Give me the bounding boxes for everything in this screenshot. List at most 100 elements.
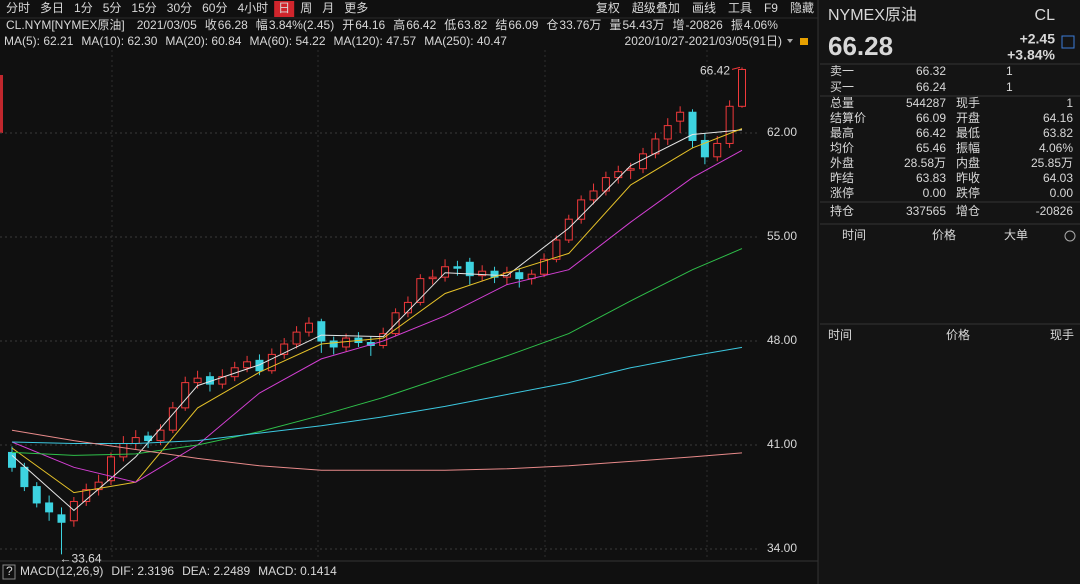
- ma-line: [11, 346, 743, 444]
- y-tick-label: 41.00: [767, 437, 797, 451]
- ma-line: [11, 429, 743, 471]
- field-value: 66.28: [218, 18, 248, 32]
- stat-label: 振幅: [956, 140, 980, 155]
- candle-body: [428, 276, 437, 280]
- field-value: -20826: [685, 18, 723, 32]
- candle-body: [626, 168, 635, 171]
- field-label: 幅: [256, 17, 268, 32]
- stat-label: 最低: [956, 126, 980, 140]
- period-tab[interactable]: 分时: [6, 1, 30, 15]
- instrument-name: NYMEX原油: [828, 6, 917, 24]
- ma-legend: MA(250): 40.47: [424, 34, 507, 48]
- candle-body: [540, 258, 549, 275]
- macd-title: MACD(12,26,9): [20, 564, 103, 578]
- candle-body: [577, 199, 586, 220]
- candle-body: [304, 322, 313, 333]
- stat-value: 544287: [906, 96, 946, 110]
- tool-button[interactable]: F9: [764, 1, 778, 15]
- tool-button[interactable]: 复权: [596, 1, 620, 15]
- help-mark: ?: [6, 564, 13, 578]
- marker: [0, 75, 3, 133]
- candle-body: [218, 376, 227, 385]
- dropdown[interactable]: [787, 39, 793, 43]
- stat-label: 结算价: [830, 110, 866, 125]
- tool-button[interactable]: 画线: [692, 1, 716, 15]
- big-order-header: 价格: [932, 227, 956, 242]
- date-range: 2020/10/27-2021/03/05(91日): [625, 34, 782, 48]
- stat-label: 开盘: [956, 110, 980, 125]
- stat-label: 均价: [830, 141, 854, 155]
- tick-header: 现手: [1050, 328, 1074, 342]
- tool-button[interactable]: 超级叠加: [632, 0, 680, 15]
- ma-legend: MA(5): 62.21: [4, 34, 74, 48]
- candle-body: [280, 343, 289, 355]
- side-panel: [818, 0, 1080, 584]
- max-label: 66.42: [700, 64, 730, 78]
- field-label: 振: [731, 18, 743, 32]
- field-label: 开: [342, 18, 354, 32]
- field-label: 高: [393, 17, 405, 32]
- period-tab[interactable]: 5分: [103, 1, 122, 15]
- candle-body: [601, 177, 610, 192]
- stat-value: 64.03: [1043, 171, 1073, 185]
- candle-body: [713, 142, 722, 158]
- candle-body: [478, 270, 487, 277]
- candle-body: [738, 68, 746, 107]
- stat-value: 63.82: [1043, 126, 1073, 140]
- candle-body: [267, 353, 276, 372]
- field-value: 3.84%(2.45): [269, 18, 334, 32]
- period-tab[interactable]: 1分: [74, 1, 93, 15]
- field-label: 量: [609, 18, 621, 32]
- y-tick-label: 55.00: [767, 229, 797, 243]
- field-label: 增: [672, 18, 684, 32]
- candle-body: [57, 514, 66, 523]
- last-price: 66.28: [828, 31, 893, 61]
- candle-body: [45, 502, 54, 513]
- stat-label: 涨停: [830, 185, 854, 200]
- stat-label: 总量: [830, 96, 854, 110]
- field-label: 低: [444, 18, 456, 32]
- candle-body: [317, 321, 326, 342]
- period-tab[interactable]: 30分: [167, 1, 192, 15]
- candle-body: [416, 278, 425, 303]
- help-box[interactable]: [2, 564, 16, 580]
- period-tab[interactable]: 4小时: [237, 1, 268, 15]
- period-tab[interactable]: 15分: [131, 1, 156, 15]
- settings-icon[interactable]: [1064, 230, 1076, 242]
- book-label: 买一: [830, 80, 854, 94]
- book-size: 1: [1006, 64, 1013, 78]
- stat-label: 增仓: [956, 204, 980, 218]
- tool-button[interactable]: 工具: [728, 1, 752, 15]
- period-tab[interactable]: 周: [300, 1, 312, 15]
- symbol: CL.NYM[NYMEX原油]: [6, 18, 125, 32]
- stat-value: 337565: [906, 204, 946, 218]
- period-tab[interactable]: 月: [322, 1, 334, 15]
- ma-legend: MA(120): 47.57: [334, 34, 417, 48]
- stat-label: 昨结: [830, 171, 854, 185]
- period-tab[interactable]: 更多: [344, 1, 368, 15]
- candle-body: [292, 331, 301, 345]
- period-tab[interactable]: 60分: [202, 1, 227, 15]
- stat-label: 外盘: [830, 155, 854, 170]
- stat-label: 跌停: [956, 185, 980, 200]
- field-label: 收: [205, 18, 217, 32]
- candle-body: [342, 337, 351, 348]
- candle-body: [69, 500, 78, 522]
- edit-icon[interactable]: [1061, 35, 1075, 49]
- period-tab[interactable]: 多日: [40, 1, 64, 15]
- stat-value: 66.09: [916, 111, 946, 125]
- stat-value: -20826: [1036, 204, 1074, 218]
- candle-body: [639, 153, 648, 170]
- lock-icon: [800, 38, 808, 45]
- candle-body: [700, 139, 709, 158]
- candle-body: [515, 272, 524, 280]
- period-tab[interactable]: 日: [278, 1, 290, 15]
- field-value: 33.76万: [559, 18, 601, 32]
- candle-body: [676, 111, 685, 122]
- date: 2021/03/05: [137, 18, 197, 32]
- candle-body: [168, 407, 177, 431]
- tool-button[interactable]: 隐藏: [790, 1, 814, 15]
- book-price: 66.32: [916, 64, 946, 78]
- ma-legend: MA(60): 54.22: [249, 34, 325, 48]
- candle-body: [131, 437, 140, 445]
